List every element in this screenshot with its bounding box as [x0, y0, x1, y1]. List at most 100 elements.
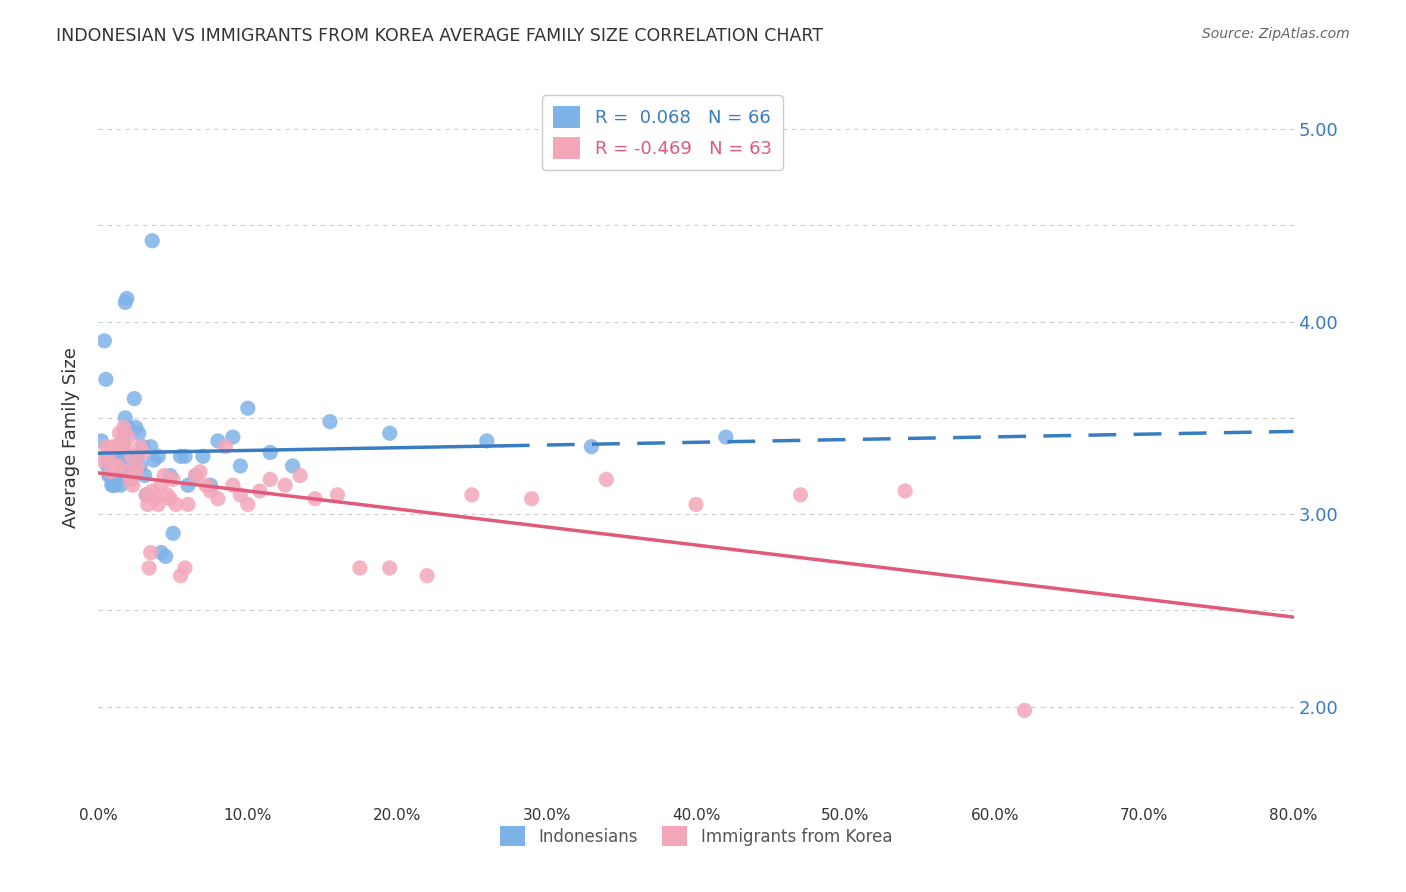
Point [222, 478, 245, 492]
Point [108, 450, 131, 464]
Point [94, 440, 117, 454]
Point [200, 483, 222, 498]
Point [98, 465, 122, 479]
Point [174, 450, 197, 464]
Point [101, 468, 124, 483]
Point [148, 450, 170, 464]
Point [326, 488, 349, 502]
Point [105, 440, 128, 454]
Point [128, 426, 150, 441]
Point [148, 498, 170, 512]
Point [177, 478, 200, 492]
Point [222, 430, 245, 444]
Point [416, 568, 439, 582]
Point [143, 491, 166, 506]
Point [124, 392, 146, 406]
Point [111, 450, 134, 464]
Point [129, 458, 152, 473]
Point [162, 472, 184, 486]
Point [120, 472, 142, 486]
Point [110, 468, 132, 483]
Point [115, 465, 138, 479]
Point [153, 468, 176, 483]
Point [103, 440, 125, 454]
Point [274, 478, 297, 492]
Point [132, 440, 155, 454]
Point [97, 468, 120, 483]
Point [281, 458, 304, 473]
Point [581, 440, 603, 454]
Point [104, 465, 127, 479]
Point [118, 472, 141, 486]
Point [121, 478, 143, 492]
Point [103, 478, 125, 492]
Point [236, 401, 259, 416]
Point [111, 440, 134, 454]
Point [110, 440, 132, 454]
Point [159, 468, 181, 483]
Point [107, 458, 129, 473]
Point [139, 545, 162, 559]
Point [129, 440, 152, 454]
Point [475, 434, 498, 448]
Point [304, 491, 326, 506]
Point [127, 458, 149, 473]
Point [104, 458, 127, 473]
Point [184, 468, 207, 483]
Point [132, 445, 155, 459]
Point [520, 491, 543, 506]
Point [789, 488, 811, 502]
Point [96, 450, 118, 464]
Text: INDONESIAN VS IMMIGRANTS FROM KOREA AVERAGE FAMILY SIZE CORRELATION CHART: INDONESIAN VS IMMIGRANTS FROM KOREA AVER… [56, 27, 824, 45]
Point [115, 292, 138, 306]
Point [319, 415, 342, 429]
Point [112, 430, 135, 444]
Point [94, 372, 117, 386]
Point [134, 468, 156, 483]
Point [150, 478, 173, 492]
Point [207, 491, 229, 506]
Point [191, 450, 214, 464]
Point [98, 458, 122, 473]
Point [378, 426, 401, 441]
Point [177, 498, 200, 512]
Point [349, 561, 371, 575]
Point [120, 450, 142, 464]
Point [141, 234, 163, 248]
Point [107, 472, 129, 486]
Point [110, 478, 132, 492]
Point [97, 450, 120, 464]
Y-axis label: Average Family Size: Average Family Size [62, 347, 80, 527]
Point [165, 498, 187, 512]
Point [96, 458, 118, 473]
Point [259, 445, 281, 459]
Point [174, 561, 197, 575]
Point [229, 488, 252, 502]
Point [111, 440, 134, 454]
Point [259, 472, 281, 486]
Point [114, 295, 136, 310]
Point [114, 440, 136, 454]
Point [195, 478, 218, 492]
Point [155, 549, 177, 564]
Point [136, 498, 159, 512]
Point [107, 458, 129, 473]
Point [461, 488, 484, 502]
Point [169, 450, 191, 464]
Point [162, 526, 184, 541]
Point [894, 483, 917, 498]
Point [714, 430, 737, 444]
Point [135, 488, 157, 502]
Point [288, 468, 311, 483]
Point [117, 430, 139, 444]
Point [150, 545, 173, 559]
Point [114, 410, 136, 425]
Point [685, 498, 707, 512]
Point [138, 561, 160, 575]
Point [184, 468, 207, 483]
Point [159, 491, 181, 506]
Point [1014, 703, 1036, 717]
Point [236, 498, 259, 512]
Point [104, 478, 127, 492]
Point [118, 468, 141, 483]
